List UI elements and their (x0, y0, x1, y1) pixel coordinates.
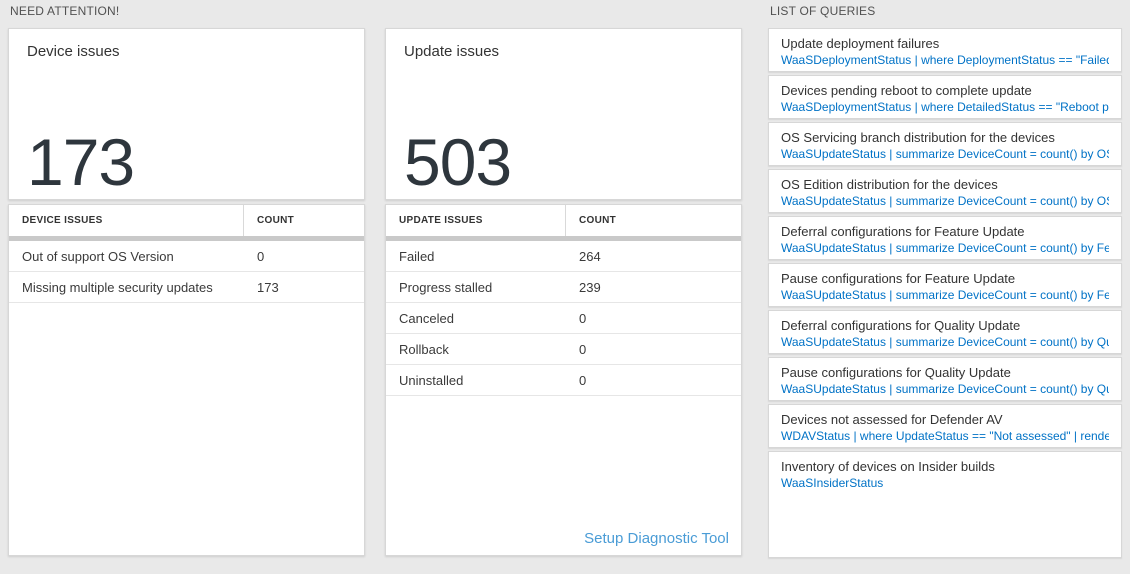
query-list-item[interactable]: Deferral configurations for Feature Upda… (768, 216, 1122, 260)
table-row[interactable]: Missing multiple security updates 173 (9, 272, 364, 303)
query-name[interactable]: OS Servicing branch distribution for the… (781, 130, 1055, 145)
issue-label: Out of support OS Version (22, 248, 174, 264)
table-row[interactable]: Uninstalled 0 (386, 365, 741, 396)
query-code[interactable]: WaaSUpdateStatus | summarize DeviceCount… (781, 382, 1109, 396)
setup-diagnostic-tool-link[interactable]: Setup Diagnostic Tool (584, 530, 729, 547)
list-of-queries-header: LIST OF QUERIES (770, 4, 876, 18)
issue-count: 264 (579, 248, 601, 264)
issue-label: Canceled (399, 310, 454, 326)
query-code[interactable]: WaaSInsiderStatus (781, 476, 884, 490)
query-list-item[interactable]: OS Servicing branch distribution for the… (768, 122, 1122, 166)
query-name[interactable]: Pause configurations for Quality Update (781, 365, 1011, 380)
query-list-item[interactable]: Inventory of devices on Insider builds W… (768, 451, 1122, 558)
update-issues-column-header: UPDATE ISSUES (386, 205, 566, 236)
query-name[interactable]: Pause configurations for Feature Update (781, 271, 1016, 286)
device-issues-table: DEVICE ISSUES COUNT Out of support OS Ve… (8, 204, 365, 556)
query-list-item[interactable]: Pause configurations for Feature Update … (768, 263, 1122, 307)
query-list-item[interactable]: Deferral configurations for Quality Upda… (768, 310, 1122, 354)
query-code[interactable]: WaaSDeploymentStatus | where DetailedSta… (781, 100, 1109, 114)
update-count-column-header: COUNT (579, 215, 617, 226)
query-name[interactable]: Deferral configurations for Quality Upda… (781, 318, 1021, 333)
query-code[interactable]: WaaSUpdateStatus | summarize DeviceCount… (781, 147, 1109, 161)
issue-label: Progress stalled (399, 279, 493, 295)
query-list-item[interactable]: OS Edition distribution for the devices … (768, 169, 1122, 213)
query-name[interactable]: OS Edition distribution for the devices (781, 177, 998, 192)
need-attention-header: NEED ATTENTION! (10, 4, 120, 18)
issue-label: Rollback (399, 341, 449, 357)
device-issues-table-header: DEVICE ISSUES COUNT (9, 205, 364, 236)
issue-count: 0 (257, 248, 265, 264)
query-name[interactable]: Update deployment failures (781, 36, 940, 51)
table-row[interactable]: Progress stalled 239 (386, 272, 741, 303)
query-code[interactable]: WaaSDeploymentStatus | where DeploymentS… (781, 53, 1109, 67)
query-list-item[interactable]: Pause configurations for Quality Update … (768, 357, 1122, 401)
table-row[interactable]: Canceled 0 (386, 303, 741, 334)
issue-count: 239 (579, 279, 601, 295)
table-row[interactable]: Failed 264 (386, 241, 741, 272)
issue-label: Missing multiple security updates (22, 279, 213, 295)
query-code[interactable]: WaaSUpdateStatus | summarize DeviceCount… (781, 288, 1109, 302)
issue-count: 0 (579, 310, 587, 326)
device-issues-column-header: DEVICE ISSUES (9, 205, 244, 236)
update-issues-table-header: UPDATE ISSUES COUNT (386, 205, 741, 236)
table-header-divider (386, 236, 741, 241)
update-issues-tile[interactable]: Update issues 503 (385, 28, 742, 200)
issue-count: 0 (579, 372, 587, 388)
query-code[interactable]: WaaSUpdateStatus | summarize DeviceCount… (781, 194, 1109, 208)
query-list-item[interactable]: Update deployment failures WaaSDeploymen… (768, 28, 1122, 72)
query-code[interactable]: WaaSUpdateStatus | summarize DeviceCount… (781, 241, 1109, 255)
update-issues-table: UPDATE ISSUES COUNT Failed 264 Progress … (385, 204, 742, 556)
query-code[interactable]: WaaSUpdateStatus | summarize DeviceCount… (781, 335, 1109, 349)
query-list-item[interactable]: Devices pending reboot to complete updat… (768, 75, 1122, 119)
query-name[interactable]: Deferral configurations for Feature Upda… (781, 224, 1025, 239)
device-count-column-header: COUNT (257, 215, 295, 226)
table-row[interactable]: Out of support OS Version 0 (9, 241, 364, 272)
issue-count: 0 (579, 341, 587, 357)
issue-label: Failed (399, 248, 435, 264)
query-name[interactable]: Devices pending reboot to complete updat… (781, 83, 1032, 98)
device-issues-tile[interactable]: Device issues 173 (8, 28, 365, 200)
table-row[interactable]: Rollback 0 (386, 334, 741, 365)
query-list-panel: Update deployment failures WaaSDeploymen… (768, 28, 1122, 558)
update-issues-count: 503 (404, 125, 512, 200)
issue-label: Uninstalled (399, 372, 464, 388)
query-name[interactable]: Devices not assessed for Defender AV (781, 412, 1003, 427)
query-code[interactable]: WDAVStatus | where UpdateStatus == "Not … (781, 429, 1109, 443)
query-list-item[interactable]: Devices not assessed for Defender AV WDA… (768, 404, 1122, 448)
device-issues-count: 173 (27, 125, 135, 200)
table-header-divider (9, 236, 364, 241)
issue-count: 173 (257, 279, 279, 295)
update-issues-tile-title: Update issues (404, 43, 500, 60)
device-issues-tile-title: Device issues (27, 43, 120, 60)
query-name[interactable]: Inventory of devices on Insider builds (781, 459, 995, 474)
